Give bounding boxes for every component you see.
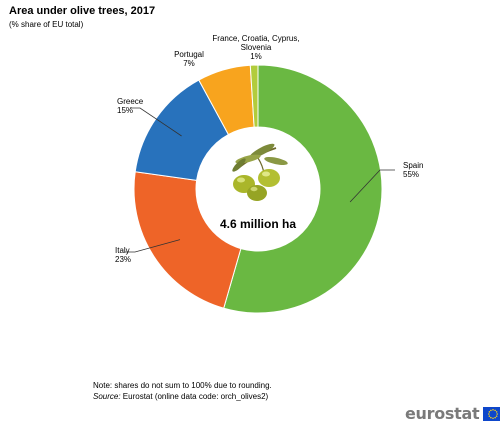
flag-star — [490, 416, 492, 418]
flag-star — [490, 409, 492, 411]
flag-star — [488, 410, 491, 413]
eu-flag-icon — [483, 406, 500, 421]
source-line: Source: Eurostat (online data code: orch… — [93, 391, 272, 402]
eurostat-logo-text: eurostat — [405, 404, 480, 423]
chart-subtitle: (% share of EU total) — [9, 20, 84, 29]
data-label-italy: Italy 23% — [115, 246, 131, 264]
data-label-greece: Greece 15% — [117, 97, 144, 115]
footer: eurostat — [405, 404, 500, 423]
center-label: 4.6 million ha — [220, 217, 296, 231]
chart-title: Area under olive trees, 2017 — [9, 5, 156, 17]
data-label-france-croatia-cyprus-slovenia: France, Croatia, Cyprus, Slovenia 1% — [212, 34, 299, 61]
leader-line-spain — [349, 169, 395, 203]
flag-star — [492, 416, 495, 419]
flag-star — [488, 412, 490, 415]
olive-image — [232, 143, 288, 201]
flag-star — [496, 410, 498, 413]
flag-star — [496, 412, 499, 415]
leader-lines-group — [125, 107, 395, 253]
data-label-portugal: Portugal 7% — [174, 50, 204, 68]
data-label-spain: Spain 55% — [403, 161, 423, 179]
leader-line-greece — [130, 107, 182, 137]
slice-spain — [223, 64, 383, 314]
source-key: Source: — [93, 392, 121, 401]
chart-note: Note: shares do not sum to 100% due to r… — [93, 380, 272, 402]
flag-star — [492, 408, 495, 411]
slice-italy — [133, 171, 242, 309]
source-text: Eurostat (online data code: orch_olives2… — [120, 392, 269, 401]
flag-star — [488, 414, 491, 417]
slices-group — [133, 64, 383, 314]
flag-star — [494, 416, 497, 418]
flag-star — [496, 414, 498, 417]
note-text: Note: shares do not sum to 100% due to r… — [93, 381, 272, 390]
flag-star — [494, 409, 497, 411]
slice-labels-group: Spain 55% Italy 23% Greece 15% Portugal 7% Franc… — [115, 34, 423, 264]
slice-france-croatia-cyprus-slovenia — [249, 64, 259, 128]
leader-line-italy — [125, 239, 181, 253]
